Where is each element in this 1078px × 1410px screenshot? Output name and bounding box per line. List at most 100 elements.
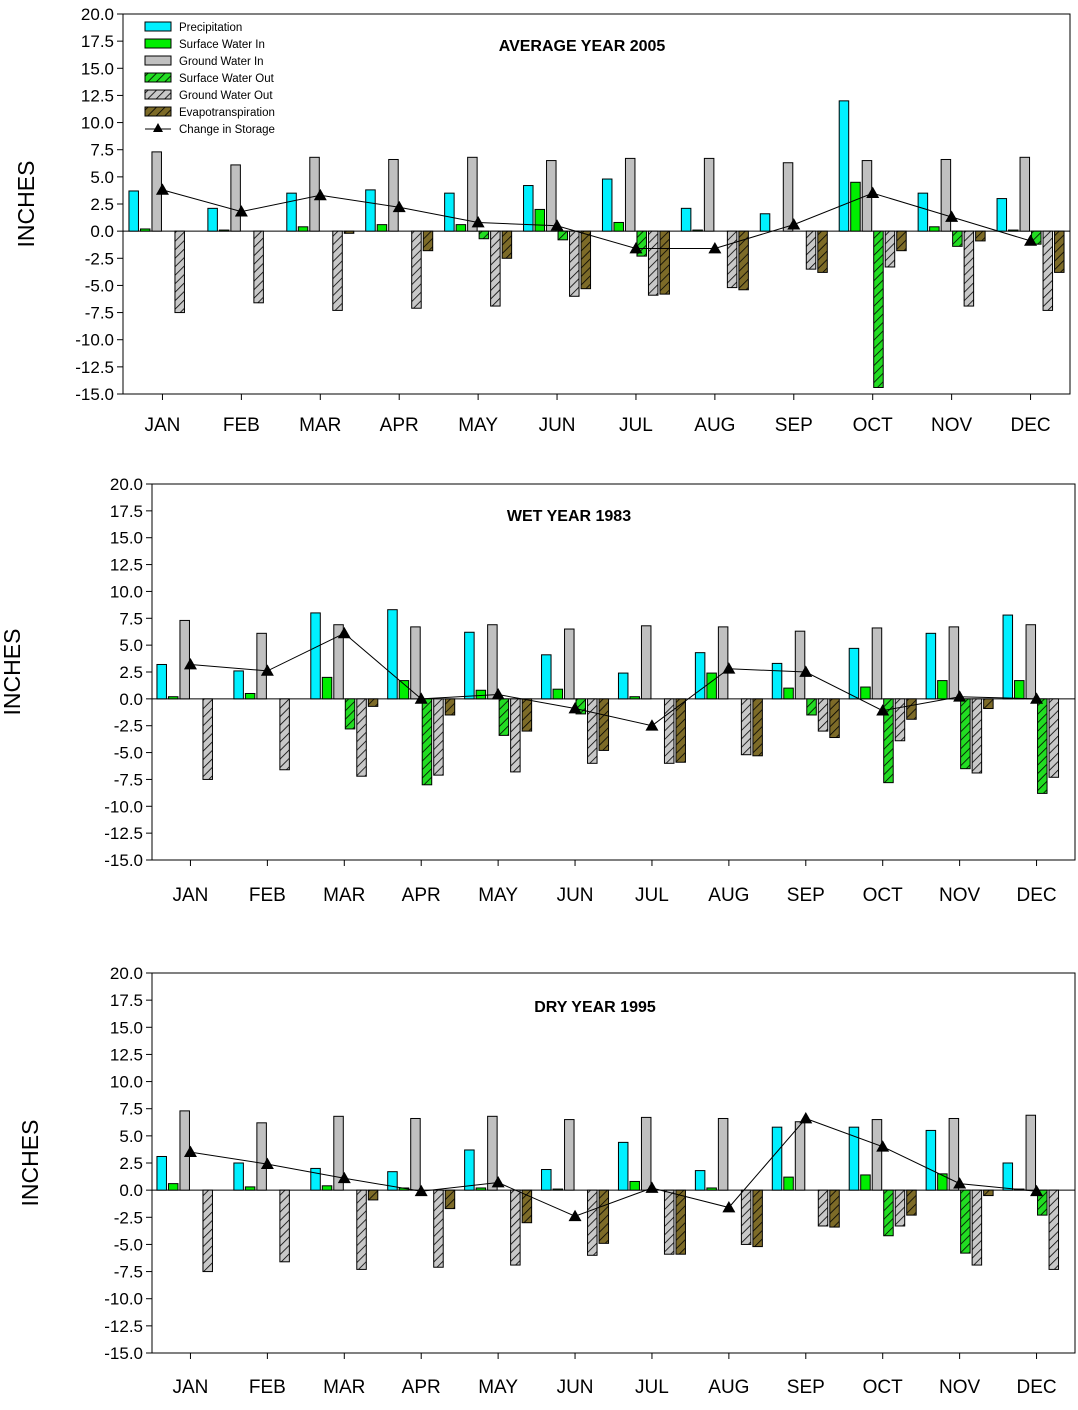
evapotranspiration-bar-nov xyxy=(975,230,986,242)
ground-water-in-bar-aug xyxy=(717,1117,729,1191)
evapotranspiration-bar-aug xyxy=(752,698,763,757)
y-tick-label: 20.0 xyxy=(81,5,114,24)
precipitation-bar-jul xyxy=(617,1141,629,1191)
precipitation-bar-mar xyxy=(286,192,297,232)
x-tick-label-may: MAY xyxy=(458,415,498,436)
evapotranspiration-bar-apr xyxy=(444,1189,456,1210)
change-in-storage-point-jun xyxy=(568,702,582,714)
ground-water-out-bar-jun xyxy=(587,698,598,764)
ground-water-in-bar-sep xyxy=(794,1121,806,1191)
y-tick-label: 12.5 xyxy=(110,556,143,575)
change-in-storage-point-jan xyxy=(183,657,197,670)
ground-water-out-bar-aug xyxy=(740,1189,752,1245)
surface-water-in-bar-apr xyxy=(376,224,388,232)
change-in-storage-point-jan xyxy=(155,183,169,195)
surface-water-in-bar-dec xyxy=(1008,229,1019,232)
precipitation-bar-jan xyxy=(128,190,139,232)
ground-water-in-bar-oct xyxy=(871,627,883,700)
y-tick-label: 0.0 xyxy=(119,690,143,709)
x-tick-label-sep: SEP xyxy=(787,885,825,906)
change-in-storage-point-may xyxy=(471,215,485,228)
ground-water-in-bar-jul xyxy=(640,1116,652,1191)
change-in-storage-line xyxy=(190,1117,1037,1217)
ground-water-out-bar-dec xyxy=(1048,698,1060,778)
y-tick-label: 2.5 xyxy=(119,663,143,682)
evapotranspiration-bar-may xyxy=(521,1189,533,1224)
ground-water-in-bar-apr xyxy=(410,1117,421,1191)
change-in-storage-point-dec xyxy=(1024,234,1038,246)
y-tick-label: -15.0 xyxy=(104,1344,143,1363)
ground-water-out-bar-oct xyxy=(894,698,906,742)
y-tick-label: 20.0 xyxy=(110,475,143,494)
legend-entry: Ground Water Out xyxy=(179,90,273,102)
evapotranspiration-bar-oct xyxy=(896,230,907,252)
change-in-storage-point-aug xyxy=(722,662,736,674)
precipitation-bar-jul xyxy=(601,178,613,232)
plot-area xyxy=(151,972,1076,1354)
ground-water-in-bar-feb xyxy=(256,1122,267,1191)
y-axis-label: INCHES xyxy=(17,1120,43,1207)
evapotranspiration-bar-mar xyxy=(343,230,355,234)
legend-swatch xyxy=(144,55,172,66)
x-tick-label-jan: JAN xyxy=(173,1377,209,1398)
evapotranspiration-bar-aug xyxy=(738,230,749,291)
x-tick-label-dec: DEC xyxy=(1010,415,1050,436)
ground-water-in-bar-jun xyxy=(546,160,557,232)
y-tick-label: 5.0 xyxy=(90,168,114,187)
ground-water-out-bar-dec xyxy=(1048,1189,1060,1270)
ground-water-out-bar-jan xyxy=(202,1189,213,1273)
precipitation-bar-nov xyxy=(917,192,929,232)
ground-water-in-bar-dec xyxy=(1025,624,1037,700)
x-tick-label-oct: OCT xyxy=(853,415,894,436)
precipitation-bar-dec xyxy=(1002,614,1014,700)
precipitation-bar-jun xyxy=(523,185,534,232)
y-tick-label: -12.5 xyxy=(104,824,143,843)
ground-water-in-bar-nov xyxy=(940,158,952,232)
y-axis-label: INCHES xyxy=(0,629,25,716)
ground-water-out-bar-jun xyxy=(587,1189,598,1256)
surface-water-in-bar-aug xyxy=(692,229,703,232)
change-in-storage-point-jun xyxy=(550,219,564,231)
change-in-storage-point-oct xyxy=(876,1140,890,1152)
surface-water-in-bar-feb xyxy=(218,229,230,232)
x-tick-label-aug: AUG xyxy=(708,885,749,906)
surface-water-in-bar-jul xyxy=(629,1180,640,1191)
change-in-storage-point-aug xyxy=(722,1201,736,1213)
y-tick-label: -7.5 xyxy=(85,304,114,323)
evapotranspiration-bar-nov xyxy=(983,698,994,710)
y-tick-label: -2.5 xyxy=(114,1208,143,1227)
chart-panel-dry: 20.0 17.5 15.0 12.5 10.0 7.5 5.0 2.5 0.0 -2.5 -5.0… xyxy=(0,940,1078,1410)
evapotranspiration-bar-sep xyxy=(829,1189,840,1228)
x-tick-label-oct: OCT xyxy=(863,885,904,906)
precipitation-bar-aug xyxy=(694,1170,706,1191)
surface-water-in-bar-jan xyxy=(139,228,151,232)
ground-water-in-bar-jul xyxy=(640,625,652,700)
chart-panel-wet: 20.0 17.5 15.0 12.5 10.0 7.5 5.0 2.5 0.0 -2.5 -5.0… xyxy=(0,470,1078,940)
legend-swatch xyxy=(144,72,172,83)
surface-water-out-bar-apr xyxy=(421,698,433,786)
ground-water-in-bar-jul xyxy=(624,157,636,232)
evapotranspiration-bar-nov xyxy=(983,1189,994,1197)
ground-water-out-bar-apr xyxy=(411,230,422,309)
ground-water-out-bar-jul xyxy=(663,698,675,764)
y-tick-label: -2.5 xyxy=(114,717,143,736)
surface-water-out-bar-oct xyxy=(873,230,884,388)
ground-water-out-bar-jul xyxy=(647,230,659,296)
evapotranspiration-bar-apr xyxy=(422,230,434,252)
surface-water-out-bar-dec xyxy=(1037,1189,1048,1216)
surface-water-out-bar-mar xyxy=(344,698,356,730)
x-tick-label-mar: MAR xyxy=(323,885,365,906)
precipitation-bar-apr xyxy=(387,609,398,700)
ground-water-in-bar-nov xyxy=(948,626,960,700)
x-tick-label-jul: JUL xyxy=(635,885,669,906)
ground-water-out-bar-dec xyxy=(1042,230,1054,311)
x-tick-label-jun: JUN xyxy=(557,1377,594,1398)
x-tick-label-jun: JUN xyxy=(557,885,594,906)
ground-water-in-bar-dec xyxy=(1019,156,1031,232)
ground-water-out-bar-apr xyxy=(433,698,444,776)
ground-water-in-bar-may xyxy=(487,1115,498,1191)
y-tick-label: -10.0 xyxy=(104,797,143,816)
y-tick-label: -12.5 xyxy=(104,1317,143,1336)
legend-swatch xyxy=(144,38,172,49)
change-in-storage-point-sep xyxy=(799,665,813,677)
